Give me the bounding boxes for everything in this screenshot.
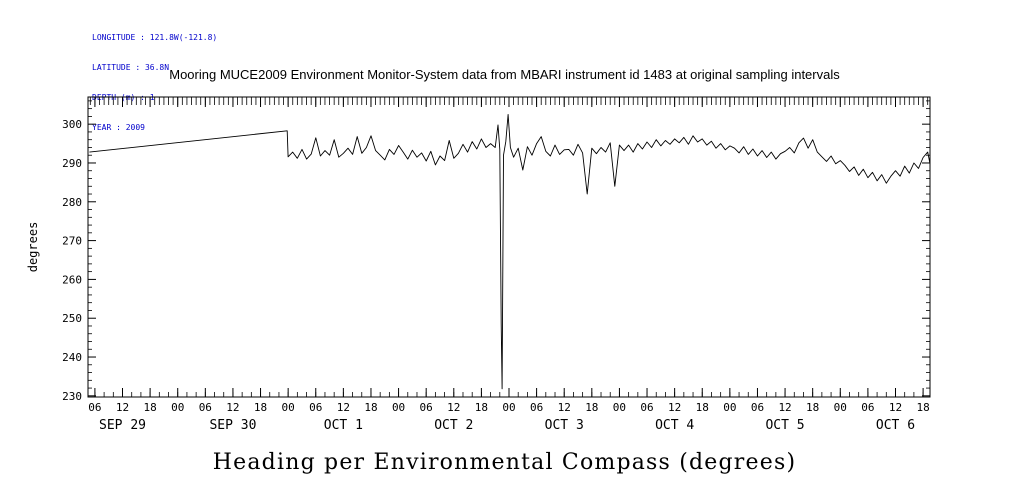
x-hour-label: 00	[171, 401, 184, 414]
x-day-label: OCT 6	[876, 418, 915, 433]
metadata-year: YEAR : 2009	[92, 123, 145, 132]
x-hour-label: 00	[834, 401, 847, 414]
x-hour-label: 18	[254, 401, 267, 414]
chart-title: Mooring MUCE2009 Environment Monitor-Sys…	[169, 67, 840, 82]
x-day-label: OCT 2	[434, 418, 473, 433]
y-axis-title: degrees	[26, 222, 40, 273]
y-tick-label: 280	[62, 196, 82, 209]
x-hour-label: 12	[116, 401, 129, 414]
x-hour-label: 06	[751, 401, 764, 414]
x-hour-label: 00	[613, 401, 626, 414]
x-day-label: SEP 30	[209, 418, 256, 433]
y-tick-label: 290	[62, 157, 82, 170]
metadata-longitude: LONGITUDE : 121.8W(-121.8)	[92, 33, 218, 42]
x-hour-label: 06	[640, 401, 653, 414]
chart-caption: Heading per Environmental Compass (degre…	[212, 450, 797, 475]
y-tick-label: 270	[62, 235, 82, 248]
x-hour-label: 18	[696, 401, 709, 414]
metadata-latitude: LATITUDE : 36.8N	[92, 63, 170, 72]
x-hour-label: 00	[282, 401, 295, 414]
y-tick-label: 300	[62, 118, 82, 131]
heading-series-line	[89, 114, 931, 390]
x-hour-label: 18	[585, 401, 598, 414]
x-hour-label: 18	[143, 401, 156, 414]
x-hour-label: 06	[530, 401, 543, 414]
x-day-label: OCT 3	[545, 418, 584, 433]
x-day-label: SEP 29	[99, 418, 146, 433]
y-tick-label: 260	[62, 273, 82, 286]
x-hour-label: 18	[475, 401, 488, 414]
x-hour-label: 12	[668, 401, 681, 414]
x-day-label: OCT 1	[324, 418, 363, 433]
x-hour-label: 06	[861, 401, 874, 414]
plot-frame	[87, 96, 931, 398]
x-hour-label: 12	[226, 401, 239, 414]
x-hour-label: 00	[502, 401, 515, 414]
x-hour-label: 06	[309, 401, 322, 414]
x-day-label: OCT 4	[655, 418, 694, 433]
y-tick-label: 240	[62, 351, 82, 364]
y-tick-label: 250	[62, 312, 82, 325]
x-hour-label: 00	[392, 401, 405, 414]
x-hour-label: 12	[447, 401, 460, 414]
x-hour-label: 18	[364, 401, 377, 414]
x-hour-label: 06	[199, 401, 212, 414]
x-hour-label: 06	[88, 401, 101, 414]
y-tick-label: 230	[62, 390, 82, 403]
x-hour-label: 00	[723, 401, 736, 414]
x-hour-label: 12	[558, 401, 571, 414]
x-hour-label: 12	[778, 401, 791, 414]
x-hour-label: 06	[420, 401, 433, 414]
x-hour-label: 18	[916, 401, 929, 414]
x-day-label: OCT 5	[765, 418, 804, 433]
x-hour-label: 18	[806, 401, 819, 414]
x-hour-label: 12	[889, 401, 902, 414]
x-hour-label: 12	[337, 401, 350, 414]
